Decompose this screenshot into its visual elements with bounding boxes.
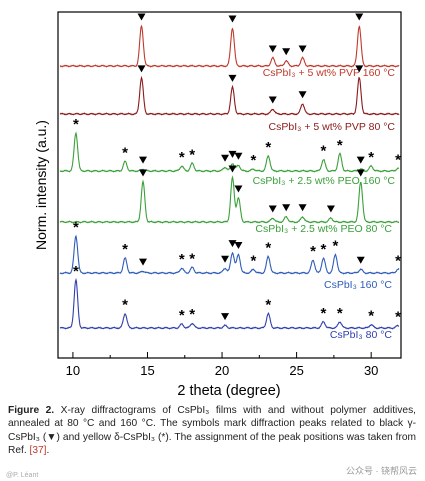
x-tick-label: 30 xyxy=(364,363,378,378)
gamma-phase-marker xyxy=(356,156,365,164)
delta-phase-marker: * xyxy=(250,252,256,269)
delta-phase-marker: * xyxy=(337,305,343,322)
gamma-phase-marker xyxy=(221,154,230,162)
delta-phase-marker: * xyxy=(179,307,185,324)
delta-phase-marker: * xyxy=(73,263,79,280)
delta-phase-marker: * xyxy=(189,306,195,323)
x-tick-label: 20 xyxy=(215,363,229,378)
plot-frame xyxy=(57,11,402,359)
x-axis: 10 15 20 25 30 xyxy=(66,352,378,378)
gamma-phase-marker xyxy=(221,255,230,263)
series-line xyxy=(59,277,400,330)
delta-phase-marker: * xyxy=(189,146,195,163)
delta-phase-marker: * xyxy=(321,305,327,322)
gamma-phase-marker xyxy=(356,169,365,177)
delta-phase-marker: * xyxy=(332,238,338,255)
gamma-phase-marker xyxy=(282,48,291,56)
series-label: CsPbI₃ + 5 wt% PVP 160 °C xyxy=(263,67,396,79)
delta-phase-marker: * xyxy=(122,241,128,258)
caption-reference-link[interactable]: [37] xyxy=(29,444,47,456)
delta-phase-marker: * xyxy=(265,297,271,314)
gamma-phase-marker xyxy=(356,256,365,264)
watermark: 公众号 · 铙帮风云 xyxy=(346,466,417,476)
delta-phase-marker: * xyxy=(179,251,185,268)
series-line xyxy=(59,234,400,275)
series-layer: CsPbI₃ + 5 wt% PVP 160 °C CsPbI₃ + 5 wt% … xyxy=(59,13,401,341)
series-3: ** * * ** * ** *CsPbI₃ + 2.5 wt% PEO 160 °C xyxy=(59,116,401,187)
delta-phase-marker: * xyxy=(368,149,374,166)
series-label: CsPbI₃ + 2.5 wt% PEO 80 °C xyxy=(255,223,392,235)
series-5: *** * ** * * **CsPbI₃ 160 °C xyxy=(59,219,401,291)
caption-label: Figure 2. xyxy=(8,405,55,416)
gamma-phase-marker xyxy=(137,13,146,21)
delta-phase-marker: * xyxy=(73,116,79,133)
delta-phase-marker: * xyxy=(337,137,343,154)
delta-phase-marker: * xyxy=(368,308,374,325)
watermark-left: @P. Léant xyxy=(6,472,39,479)
delta-phase-marker: * xyxy=(395,252,401,269)
gamma-phase-marker xyxy=(228,165,237,173)
series-line xyxy=(59,175,399,224)
delta-phase-marker: * xyxy=(189,250,195,267)
delta-phase-marker: * xyxy=(395,309,401,326)
gamma-phase-marker xyxy=(355,65,364,73)
gamma-phase-marker xyxy=(268,205,277,213)
delta-phase-marker: * xyxy=(73,219,79,236)
gamma-phase-marker xyxy=(298,45,307,53)
gamma-phase-marker xyxy=(268,96,277,104)
series-line xyxy=(59,131,400,173)
x-tick-label: 25 xyxy=(289,363,303,378)
gamma-phase-marker xyxy=(139,156,148,164)
gamma-phase-marker xyxy=(228,150,237,158)
gamma-phase-marker xyxy=(228,74,237,82)
delta-phase-marker: * xyxy=(250,152,256,169)
gamma-phase-marker xyxy=(139,169,148,177)
gamma-phase-marker xyxy=(298,91,307,99)
series-1: CsPbI₃ + 5 wt% PVP 160 °C xyxy=(59,13,400,79)
gamma-phase-marker xyxy=(228,240,237,248)
delta-phase-marker: * xyxy=(122,145,128,162)
caption-text: X-ray diffractograms of CsPbI₃ films wit… xyxy=(8,405,416,456)
x-axis-label: 2 theta (degree) xyxy=(177,383,280,399)
gamma-phase-marker xyxy=(234,185,243,193)
series-label: CsPbI₃ 160 °C xyxy=(324,279,392,291)
delta-phase-marker: * xyxy=(310,243,316,260)
delta-phase-marker: * xyxy=(122,297,128,314)
y-axis-label: Norm. intensity (a.u.) xyxy=(33,120,49,250)
series-line xyxy=(59,75,400,116)
gamma-phase-marker xyxy=(139,258,148,266)
figure-caption: Figure 2. X-ray diffractograms of CsPbI₃… xyxy=(8,404,416,457)
series-label: CsPbI₃ 80 °C xyxy=(330,329,393,341)
delta-phase-marker: * xyxy=(321,143,327,160)
gamma-phase-marker xyxy=(282,204,291,212)
gamma-phase-marker xyxy=(137,65,146,73)
series-4: CsPbI₃ + 2.5 wt% PEO 80 °C xyxy=(59,165,399,235)
caption-text-end: . xyxy=(46,444,50,456)
series-label: CsPbI₃ + 2.5 wt% PEO 160 °C xyxy=(253,175,396,187)
delta-phase-marker: * xyxy=(321,241,327,258)
gamma-phase-marker xyxy=(221,313,230,321)
gamma-phase-marker xyxy=(268,45,277,53)
delta-phase-marker: * xyxy=(179,149,185,166)
gamma-phase-marker xyxy=(326,205,335,213)
series-label: CsPbI₃ + 5 wt% PVP 80 °C xyxy=(269,121,396,133)
gamma-phase-marker xyxy=(234,242,243,249)
delta-phase-marker: * xyxy=(395,151,401,168)
series-2: CsPbI₃ + 5 wt% PVP 80 °C xyxy=(59,65,400,133)
series-6: *** ** * * * *CsPbI₃ 80 °C xyxy=(59,263,401,341)
delta-phase-marker: * xyxy=(265,239,271,256)
series-line xyxy=(59,24,400,68)
delta-phase-marker: * xyxy=(265,139,271,156)
xrd-chart: CsPbI₃ + 5 wt% PVP 160 °C CsPbI₃ + 5 wt% … xyxy=(33,11,402,399)
x-tick-label: 15 xyxy=(140,363,154,378)
gamma-phase-marker xyxy=(234,152,243,160)
x-tick-label: 10 xyxy=(66,363,80,378)
gamma-phase-marker xyxy=(228,15,237,23)
gamma-phase-marker xyxy=(355,13,364,21)
gamma-phase-marker xyxy=(298,204,307,212)
